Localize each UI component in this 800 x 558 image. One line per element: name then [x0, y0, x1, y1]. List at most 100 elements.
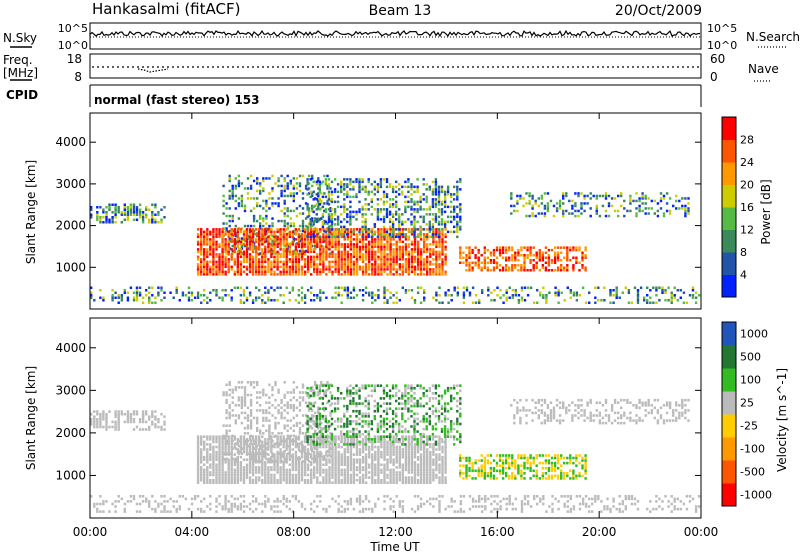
heatmap-cell [539, 294, 541, 297]
heatmap-cell [301, 456, 303, 459]
heatmap-cell [438, 208, 440, 211]
heatmap-cell [362, 469, 364, 472]
heatmap-cell [301, 233, 303, 236]
heatmap-cell [145, 294, 147, 297]
heatmap-cell [334, 271, 336, 274]
heatmap-cell [512, 289, 514, 292]
heatmap-cell [386, 181, 388, 184]
heatmap-cell [331, 456, 333, 459]
colorbar-segment [722, 230, 736, 253]
heatmap-cell [347, 238, 349, 241]
heatmap-cell [244, 210, 246, 213]
heatmap-cell [277, 409, 279, 412]
heatmap-cell [444, 253, 446, 256]
heatmap-cell [353, 461, 355, 464]
heatmap-cell [576, 294, 578, 297]
heatmap-cell [423, 193, 425, 196]
heatmap-cell [238, 404, 240, 407]
heatmap-cell [398, 193, 400, 196]
heatmap-cell [322, 268, 324, 271]
heatmap-cell [212, 241, 214, 244]
heatmap-cell [206, 302, 208, 305]
heatmap-cell [356, 263, 358, 266]
heatmap-cell [389, 226, 391, 229]
heatmap-cell [290, 182, 292, 185]
heatmap-cell [325, 238, 327, 241]
heatmap-cell [533, 246, 535, 249]
heatmap-cell [377, 474, 379, 477]
heatmap-cell [334, 241, 336, 244]
heatmap-cell [154, 219, 156, 222]
heatmap-cell [416, 211, 418, 214]
heatmap-cell [306, 183, 308, 186]
heatmap-cell [414, 251, 416, 254]
heatmap-cell [225, 399, 227, 402]
heatmap-cell [203, 241, 205, 244]
heatmap-cell [343, 218, 345, 221]
heatmap-cell [304, 471, 306, 474]
heatmap-cell [304, 461, 306, 464]
heatmap-cell [276, 253, 278, 256]
heatmap-cell [307, 481, 309, 484]
date-title: 20/Oct/2009 [615, 3, 702, 19]
heatmap-cell [331, 198, 333, 201]
heatmap-cell [290, 195, 292, 198]
heatmap-cell [435, 236, 437, 239]
heatmap-cell [456, 206, 458, 209]
heatmap-cell [102, 211, 104, 214]
heatmap-cell [447, 231, 449, 234]
heatmap-cell [548, 249, 550, 252]
heatmap-cell [341, 456, 343, 459]
heatmap-cell [374, 253, 376, 256]
heatmap-cell [316, 198, 318, 201]
heatmap-cell [695, 292, 697, 295]
heatmap-cell [565, 210, 567, 213]
heatmap-cell [371, 198, 373, 201]
heatmap-cell [341, 258, 343, 261]
heatmap-cell [368, 243, 370, 246]
heatmap-cell [328, 474, 330, 477]
heatmap-cell [635, 215, 637, 218]
heatmap-cell [444, 206, 446, 209]
heatmap-cell [526, 254, 528, 257]
heatmap-cell [255, 241, 257, 244]
heatmap-cell [203, 471, 205, 474]
heatmap-cell [154, 297, 156, 300]
heatmap-cell [273, 453, 275, 456]
heatmap-cell [386, 299, 388, 302]
heatmap-cell [362, 438, 364, 441]
heatmap-cell [209, 464, 211, 467]
heatmap-cell [377, 466, 379, 469]
heatmap-cell [478, 299, 480, 302]
heatmap-cell [271, 414, 273, 417]
heatmap-cell [471, 267, 473, 270]
heatmap-cell [338, 266, 340, 269]
heatmap-cell [646, 287, 648, 290]
heatmap-cell [389, 231, 391, 234]
heatmap-cell [197, 479, 199, 482]
heatmap-cell [350, 451, 352, 454]
nave-tick-top: 60 [710, 52, 725, 66]
heatmap-cell [304, 446, 306, 449]
heatmap-cell [224, 476, 226, 479]
heatmap-cell [386, 464, 388, 467]
heatmap-cell [301, 453, 303, 456]
heatmap-cell [402, 476, 404, 479]
heatmap-cell [350, 241, 352, 244]
heatmap-cell [605, 215, 607, 218]
heatmap-cell [353, 238, 355, 241]
heatmap-cell [215, 246, 217, 249]
heatmap-cell [447, 206, 449, 209]
heatmap-cell [568, 200, 570, 203]
heatmap-cell [301, 241, 303, 244]
heatmap-cell [444, 292, 446, 295]
heatmap-cell [511, 264, 513, 267]
heatmap-cell [249, 466, 251, 469]
heatmap-cell [386, 273, 388, 276]
heatmap-cell [405, 253, 407, 256]
heatmap-cell [203, 248, 205, 251]
heatmap-cell [408, 243, 410, 246]
heatmap-cell [350, 476, 352, 479]
heatmap-cell [359, 481, 361, 484]
heatmap-cell [419, 233, 421, 236]
